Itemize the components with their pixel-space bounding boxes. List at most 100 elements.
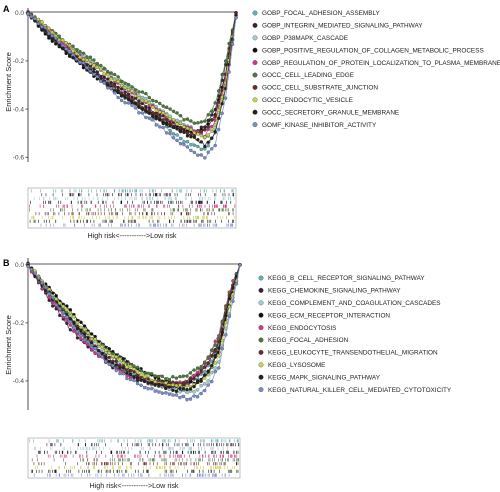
series-point <box>189 135 193 139</box>
series-point <box>171 393 175 397</box>
legend-swatch <box>258 275 264 281</box>
rank-row <box>30 200 232 204</box>
series-point <box>175 111 179 115</box>
series-point <box>213 366 217 370</box>
series-point <box>210 147 214 151</box>
y-tick-label: 0.0 <box>15 10 24 17</box>
series-point <box>147 101 152 105</box>
series-point <box>164 381 168 385</box>
legend-label: GOBP_REGULATION_OF_PROTEIN_LOCALIZATION_… <box>262 60 500 67</box>
series-line <box>27 12 237 134</box>
series-point <box>116 89 120 93</box>
series-point <box>61 310 66 314</box>
series-point <box>171 388 175 392</box>
series-point <box>65 315 69 319</box>
series-point <box>130 89 134 93</box>
legend-swatch <box>258 337 264 343</box>
panel-label-a: A <box>3 4 10 14</box>
series-point <box>213 143 217 148</box>
series-point <box>146 387 150 391</box>
series-point <box>74 57 79 61</box>
series-point <box>147 95 152 100</box>
series-point <box>213 101 217 105</box>
series-point <box>199 120 204 124</box>
series-point <box>220 102 224 106</box>
legend-item: KEGG_B_CELL_RECEPTOR_SIGNALING_PATHWAY <box>258 275 425 282</box>
series-point <box>118 371 122 376</box>
series-point <box>175 133 179 137</box>
series-point <box>111 363 115 368</box>
series-point <box>174 376 179 380</box>
series-point <box>68 328 73 332</box>
legend-item: KEGG_ECM_RECEPTOR_INTERACTION <box>258 312 390 319</box>
series-point <box>132 375 136 379</box>
series-point <box>86 335 90 340</box>
series-group-a <box>26 9 238 160</box>
series-point <box>213 343 217 347</box>
series-point <box>171 375 175 379</box>
series-point <box>217 346 221 350</box>
series-point <box>231 299 235 303</box>
legend-item: GOBP_P38MAPK_CASCADE <box>252 35 348 42</box>
series-point <box>47 287 51 292</box>
series-point <box>171 136 176 140</box>
series-point <box>151 118 155 122</box>
series-point <box>85 55 89 59</box>
series-point <box>154 117 158 121</box>
series-point <box>151 114 155 119</box>
series-point <box>206 361 210 365</box>
series-point <box>33 271 37 275</box>
series-point <box>106 83 110 87</box>
series-point <box>81 61 86 65</box>
series-point <box>130 85 134 89</box>
series-point <box>89 343 94 348</box>
series-point <box>47 298 51 302</box>
series-point <box>206 383 210 387</box>
series-point <box>93 337 97 341</box>
series-point <box>106 86 110 90</box>
series-point <box>199 133 204 138</box>
rank-row <box>31 458 239 462</box>
series-point <box>75 336 80 340</box>
series-point <box>231 286 235 290</box>
series-point <box>202 360 207 364</box>
series-point <box>157 382 161 386</box>
series-point <box>130 97 134 101</box>
series-point <box>140 98 145 103</box>
legend-label: KEGG_FOCAL_ADHESION <box>268 337 349 344</box>
series-point <box>181 387 186 391</box>
series-point <box>210 127 214 131</box>
series-kegg-natural-killer-cell-mediated-cytotoxicity <box>26 263 242 402</box>
rank-row <box>35 465 235 470</box>
series-group-b <box>26 261 242 402</box>
series-point <box>188 397 193 401</box>
rank-row <box>33 473 230 477</box>
series-point <box>85 58 89 62</box>
legend-swatch <box>252 22 258 28</box>
series-point <box>192 368 196 372</box>
series-point <box>116 79 120 84</box>
risk-caption-b: High risk<----------->Low risk <box>89 481 178 490</box>
series-point <box>107 351 111 355</box>
series-point <box>89 332 94 336</box>
series-point <box>135 376 140 380</box>
series-point <box>174 389 179 394</box>
series-point <box>188 387 193 391</box>
series-point <box>192 150 197 155</box>
series-point <box>114 359 119 364</box>
series-point <box>189 127 193 132</box>
legend-label: GOCC_CELL_SUBSTRATE_JUNCTION <box>262 85 378 92</box>
y-tick-label: -0.2 <box>13 320 25 327</box>
series-point <box>178 387 182 391</box>
series-point <box>137 104 141 108</box>
series-point <box>61 315 66 319</box>
series-point <box>65 304 69 308</box>
series-point <box>104 348 108 352</box>
series-point <box>26 12 30 16</box>
series-point <box>199 153 204 157</box>
series-point <box>153 383 157 387</box>
rank-row <box>46 443 240 447</box>
legend-label: GOBP_POSITIVE_REGULATION_OF_COLLAGEN_MET… <box>262 47 484 54</box>
series-point <box>188 377 193 381</box>
series-point <box>167 392 172 396</box>
